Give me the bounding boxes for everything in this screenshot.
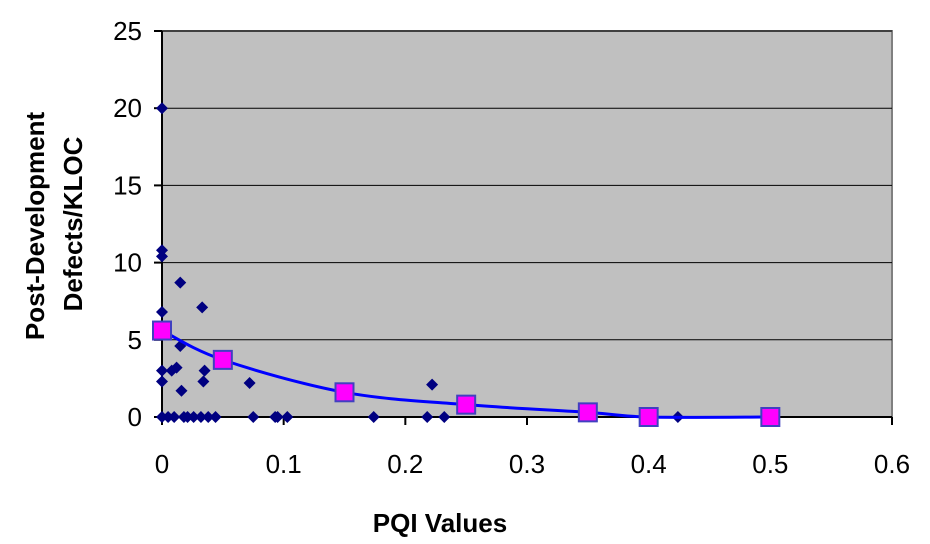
square-point [577,402,598,423]
diamond-point [281,411,294,423]
x-tick-label: 0.3 [509,449,545,479]
diamond-point [196,301,209,314]
diamond-point [170,361,183,374]
diamond-point [174,276,187,289]
diamond-point [198,364,211,377]
diamond-point [156,102,168,115]
plot-area [161,30,893,418]
square-point [638,407,659,427]
y-tick-label: 25 [113,16,142,46]
diamond-point [247,411,260,423]
diamond-point [156,411,168,423]
diamond-series [156,102,684,423]
x-tick-label: 0.6 [874,449,910,479]
diamond-point [271,411,284,423]
diamond-point [209,411,222,423]
diamond-point [181,411,194,423]
diamond-point [168,411,181,423]
y-axis-title-line-2: Defects/KLOC [58,136,88,311]
diamond-point [426,378,439,391]
diamond-point [197,375,210,388]
x-tick-label: 0.1 [266,449,302,479]
diamond-point [421,411,434,423]
x-tick-label: 0 [155,449,169,479]
diamond-point [162,411,175,423]
square-point [212,349,233,370]
diamond-point [156,364,168,377]
axis-ticks: 0 5 10 15 20 25 0 0.1 0.2 0.3 0.4 0.5 0.6 [113,16,910,479]
x-tick-label: 0.5 [752,449,788,479]
square-point [152,320,172,341]
diamond-point [156,244,168,257]
y-tick-label: 0 [128,402,142,432]
y-tick-label: 20 [113,93,142,123]
x-axis-title: PQI Values [373,508,507,538]
diamond-point [243,377,256,390]
square-point [760,407,781,427]
y-tick-label: 5 [128,325,142,355]
gridlines [162,30,892,341]
diamond-point [367,411,380,423]
diamond-point [194,411,207,423]
diamond-point [175,384,188,397]
square-point [334,382,355,403]
y-tick-label: 15 [113,170,142,200]
square-point [456,394,477,415]
diamond-point [156,375,168,388]
diamond-point [156,250,168,263]
y-axis-title-line-1: Post-Development [20,112,50,341]
x-tick-label: 0.2 [387,449,423,479]
fitted-series [152,320,781,427]
diamond-point [202,411,215,423]
x-tick-label: 0.4 [631,449,667,479]
diamond-point [187,411,200,423]
y-tick-label: 10 [113,248,142,278]
diamond-point [438,411,451,423]
diamond-point [156,306,168,319]
